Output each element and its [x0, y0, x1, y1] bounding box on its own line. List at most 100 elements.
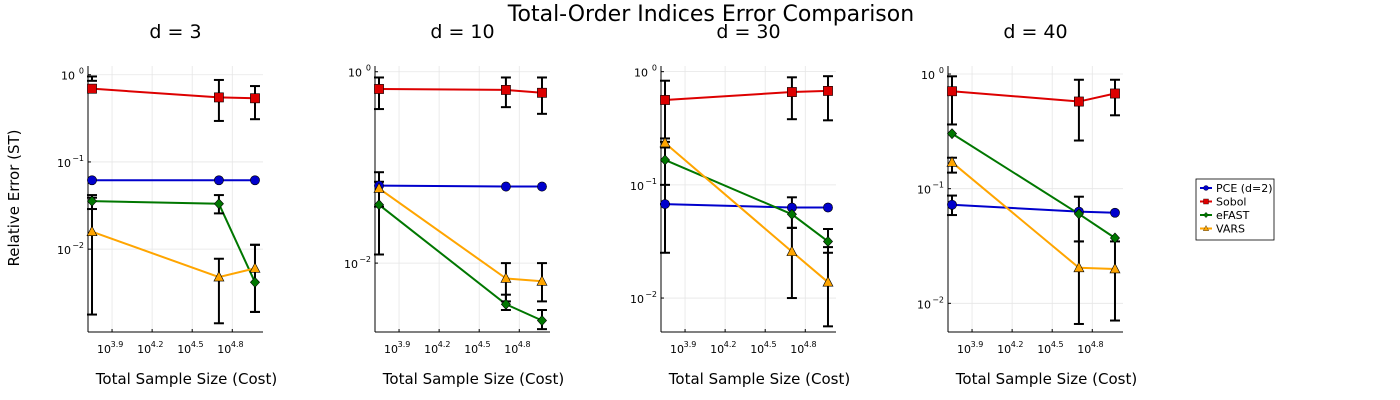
- data-point: [86, 195, 98, 207]
- x-tick-label: 10: [1037, 343, 1051, 356]
- subplot-title: d = 30: [716, 21, 780, 43]
- x-tick-label: 10: [137, 343, 151, 356]
- x-axis-label: Total Sample Size (Cost): [95, 370, 277, 388]
- series-line-sobol: [379, 87, 543, 94]
- series-line-vars: [951, 161, 1116, 270]
- x-tick-exponent: 4.8: [804, 340, 817, 349]
- data-point: [947, 128, 958, 140]
- y-tick-label: 10: [630, 293, 644, 306]
- legend-box: [1195, 178, 1275, 241]
- data-point: [1109, 232, 1120, 244]
- data-point: [87, 175, 97, 186]
- x-tick-exponent: 4.8: [231, 340, 244, 349]
- x-tick-exponent: 4.5: [478, 340, 491, 349]
- y-tick-exponent: 0: [652, 64, 657, 73]
- series-line-efast: [378, 203, 543, 322]
- series-line-pce-d-2: [379, 184, 542, 188]
- x-tick-label: 10: [750, 343, 764, 356]
- data-point: [947, 199, 957, 210]
- x-tick-exponent: 4.5: [191, 340, 204, 349]
- y-tick-label: 10: [921, 69, 935, 82]
- x-tick-exponent: 3.9: [971, 340, 984, 349]
- legend-label: PCE (d=2): [1216, 182, 1273, 195]
- x-tick-exponent: 4.8: [1091, 340, 1104, 349]
- data-point: [823, 202, 833, 213]
- series-line-pce-d-2: [951, 203, 1116, 214]
- x-tick-exponent: 4.2: [438, 340, 451, 349]
- y-tick-label: 10: [630, 180, 644, 193]
- data-point: [500, 272, 512, 283]
- subplot-title: d = 3: [149, 21, 201, 43]
- x-tick-label: 10: [670, 343, 684, 356]
- y-tick-exponent: −2: [932, 295, 944, 304]
- y-tick-exponent: −1: [645, 177, 657, 186]
- y-tick-exponent: −2: [359, 255, 371, 264]
- data-point: [822, 276, 834, 287]
- y-tick-label: 10: [57, 244, 71, 257]
- data-point: [501, 85, 511, 95]
- legend-marker: [1202, 225, 1210, 231]
- legend-marker: [1203, 185, 1209, 191]
- data-point: [786, 245, 798, 256]
- series-line-sobol: [91, 87, 256, 100]
- data-point: [786, 208, 797, 220]
- series-line-efast: [664, 159, 829, 243]
- y-tick-exponent: 0: [366, 64, 371, 73]
- figure-title: Total-Order Indices Error Comparison: [507, 2, 914, 27]
- x-tick-exponent: 3.9: [398, 340, 411, 349]
- x-tick-label: 10: [957, 343, 971, 356]
- data-point: [1073, 261, 1085, 273]
- y-axis-label: Relative Error (ST): [5, 130, 23, 267]
- data-point: [214, 92, 224, 103]
- legend-label: eFAST: [1216, 209, 1250, 222]
- x-tick-exponent: 3.9: [111, 340, 124, 349]
- x-tick-label: 10: [790, 343, 804, 356]
- legend-label: VARS: [1216, 223, 1245, 236]
- data-point: [787, 87, 797, 97]
- y-tick-label: 10: [917, 298, 931, 311]
- x-tick-exponent: 4.5: [1051, 340, 1064, 349]
- data-point: [250, 93, 260, 104]
- series-line-vars: [378, 187, 543, 283]
- data-point: [823, 86, 833, 96]
- data-point: [1110, 207, 1120, 218]
- x-tick-exponent: 4.2: [724, 340, 737, 349]
- data-point: [501, 181, 511, 192]
- data-point: [249, 276, 260, 288]
- data-point: [214, 175, 224, 186]
- y-tick-label: 10: [348, 67, 362, 80]
- data-point: [373, 199, 385, 211]
- data-point: [947, 86, 957, 97]
- data-point: [822, 236, 833, 247]
- data-point: [660, 199, 670, 209]
- data-point: [946, 156, 958, 167]
- x-tick-exponent: 4.8: [518, 340, 531, 349]
- series-line-sobol: [664, 89, 829, 101]
- x-tick-label: 10: [177, 343, 191, 356]
- y-tick-label: 10: [344, 258, 358, 271]
- y-tick-label: 10: [917, 184, 931, 197]
- data-point: [374, 84, 384, 94]
- y-tick-label: 10: [57, 157, 71, 170]
- x-tick-exponent: 4.2: [151, 340, 164, 349]
- data-point: [537, 87, 547, 98]
- data-point: [213, 198, 224, 210]
- data-point: [500, 298, 511, 310]
- series-line-efast: [91, 200, 256, 283]
- data-point: [86, 225, 98, 237]
- y-tick-exponent: −2: [645, 290, 657, 299]
- x-tick-label: 10: [97, 343, 111, 356]
- series-line-vars: [664, 142, 829, 283]
- x-tick-label: 10: [464, 343, 478, 356]
- data-point: [1074, 96, 1084, 107]
- data-point: [213, 270, 225, 282]
- data-point: [249, 262, 261, 273]
- data-point: [1073, 208, 1084, 220]
- data-point: [660, 95, 670, 105]
